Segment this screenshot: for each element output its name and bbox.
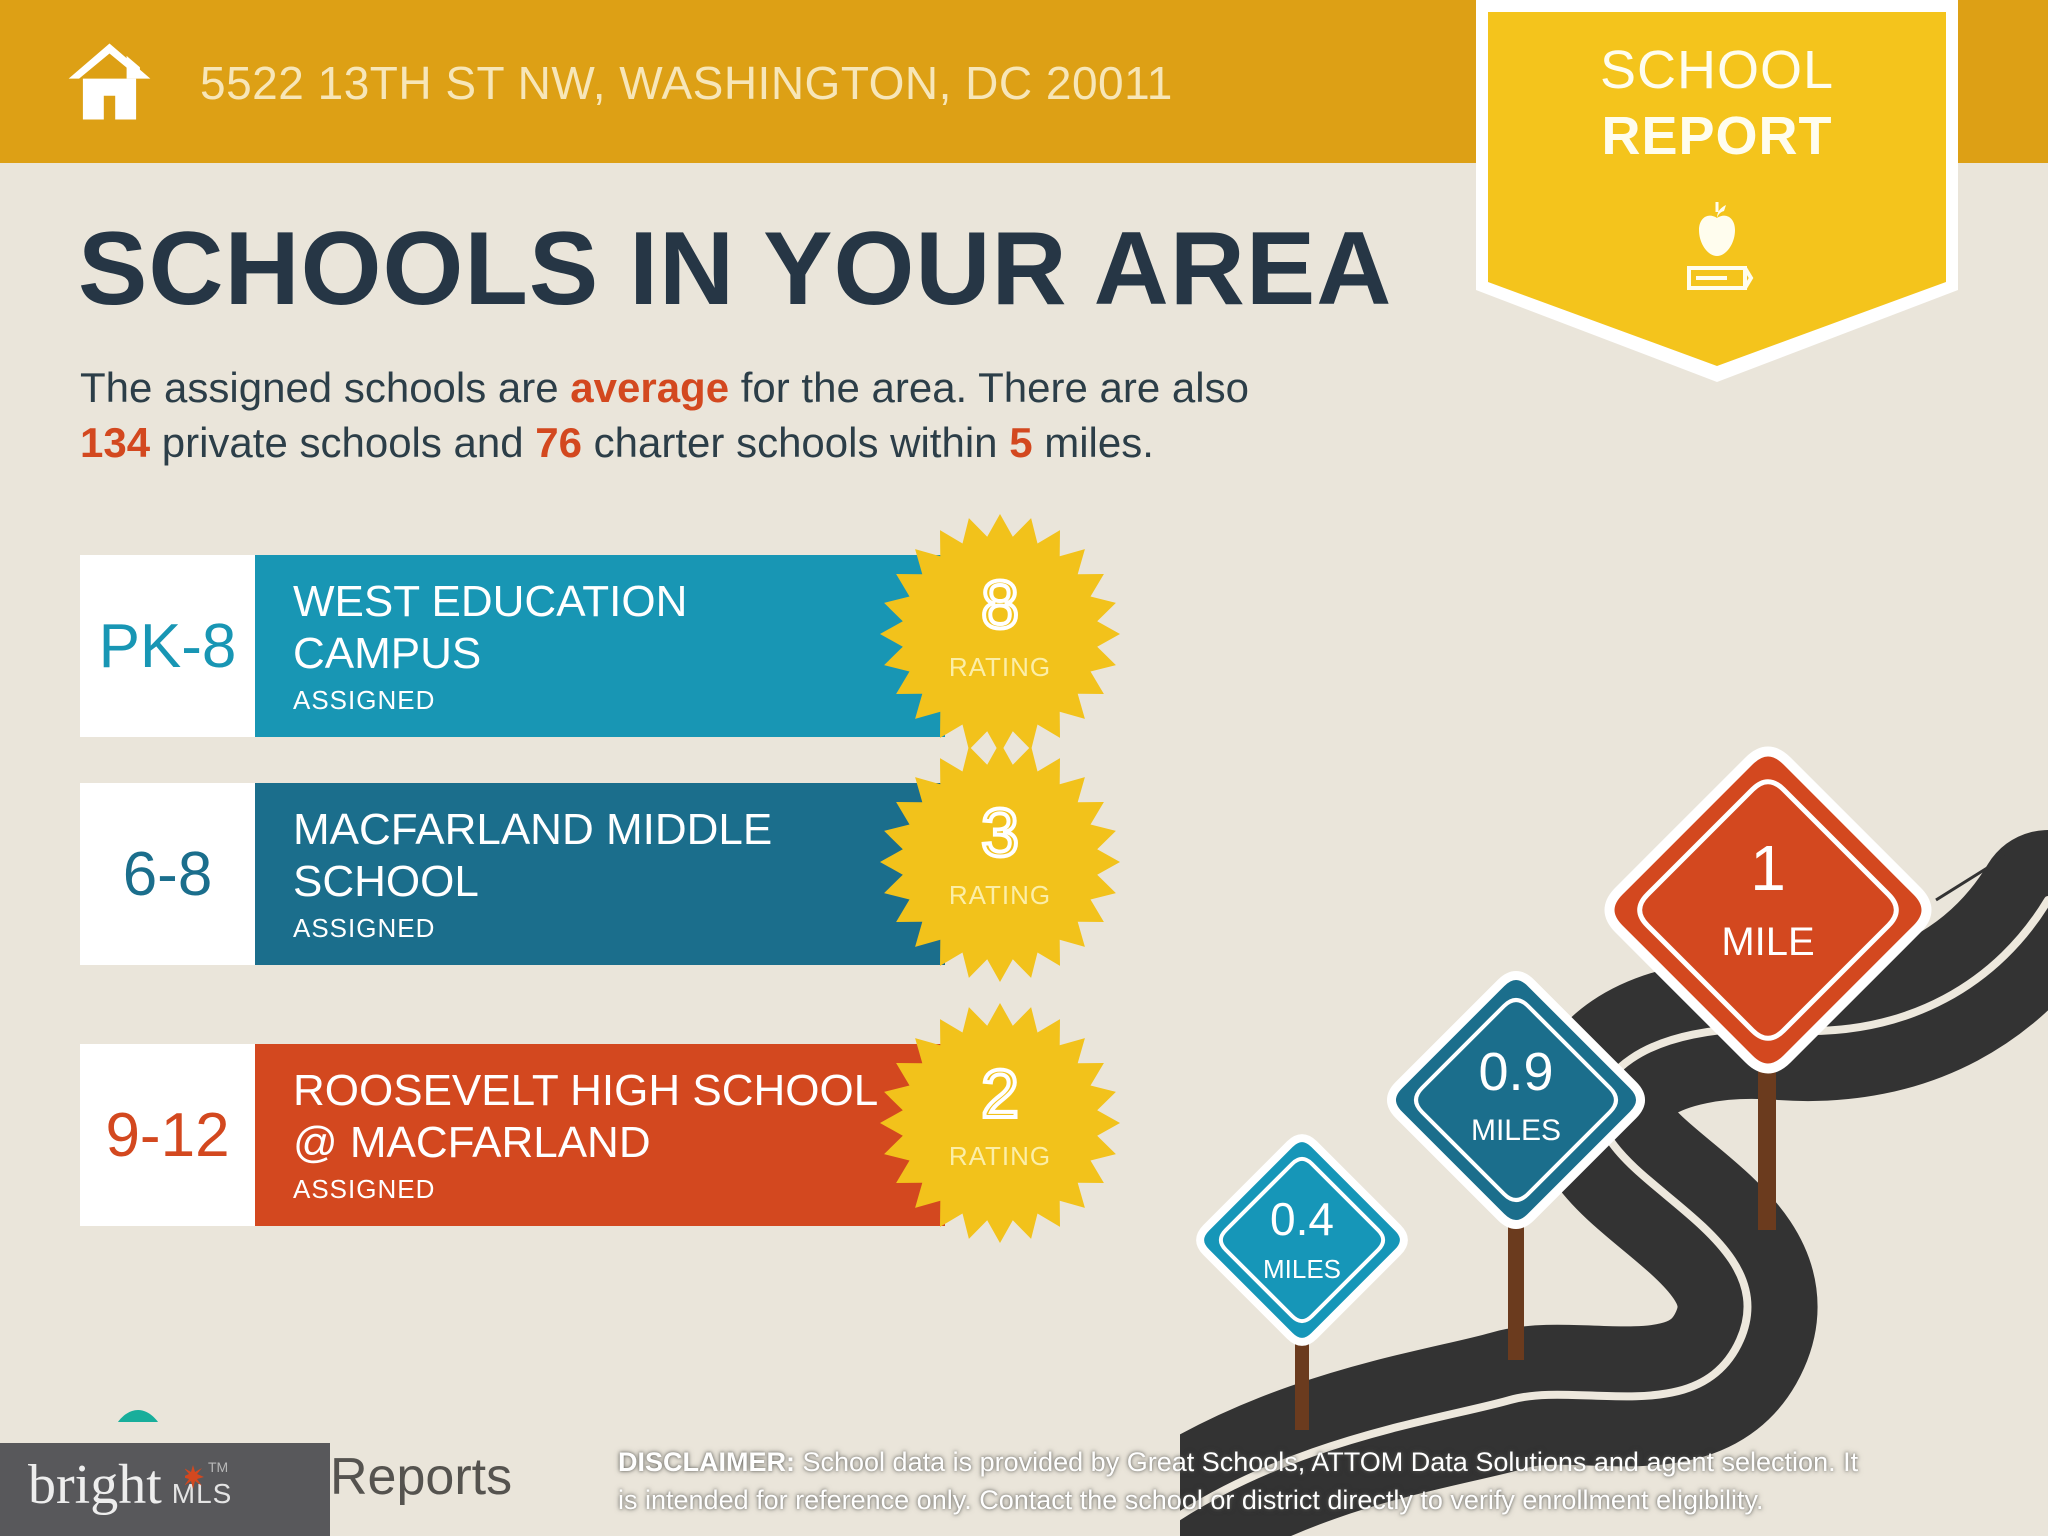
svg-text:MILES: MILES [1263, 1254, 1341, 1284]
svg-text:MILE: MILE [1721, 920, 1814, 964]
svg-text:1: 1 [1750, 832, 1786, 904]
svg-text:MILES: MILES [1471, 1114, 1561, 1147]
svg-text:0.4: 0.4 [1270, 1193, 1334, 1245]
svg-text:0.9: 0.9 [1478, 1042, 1553, 1102]
